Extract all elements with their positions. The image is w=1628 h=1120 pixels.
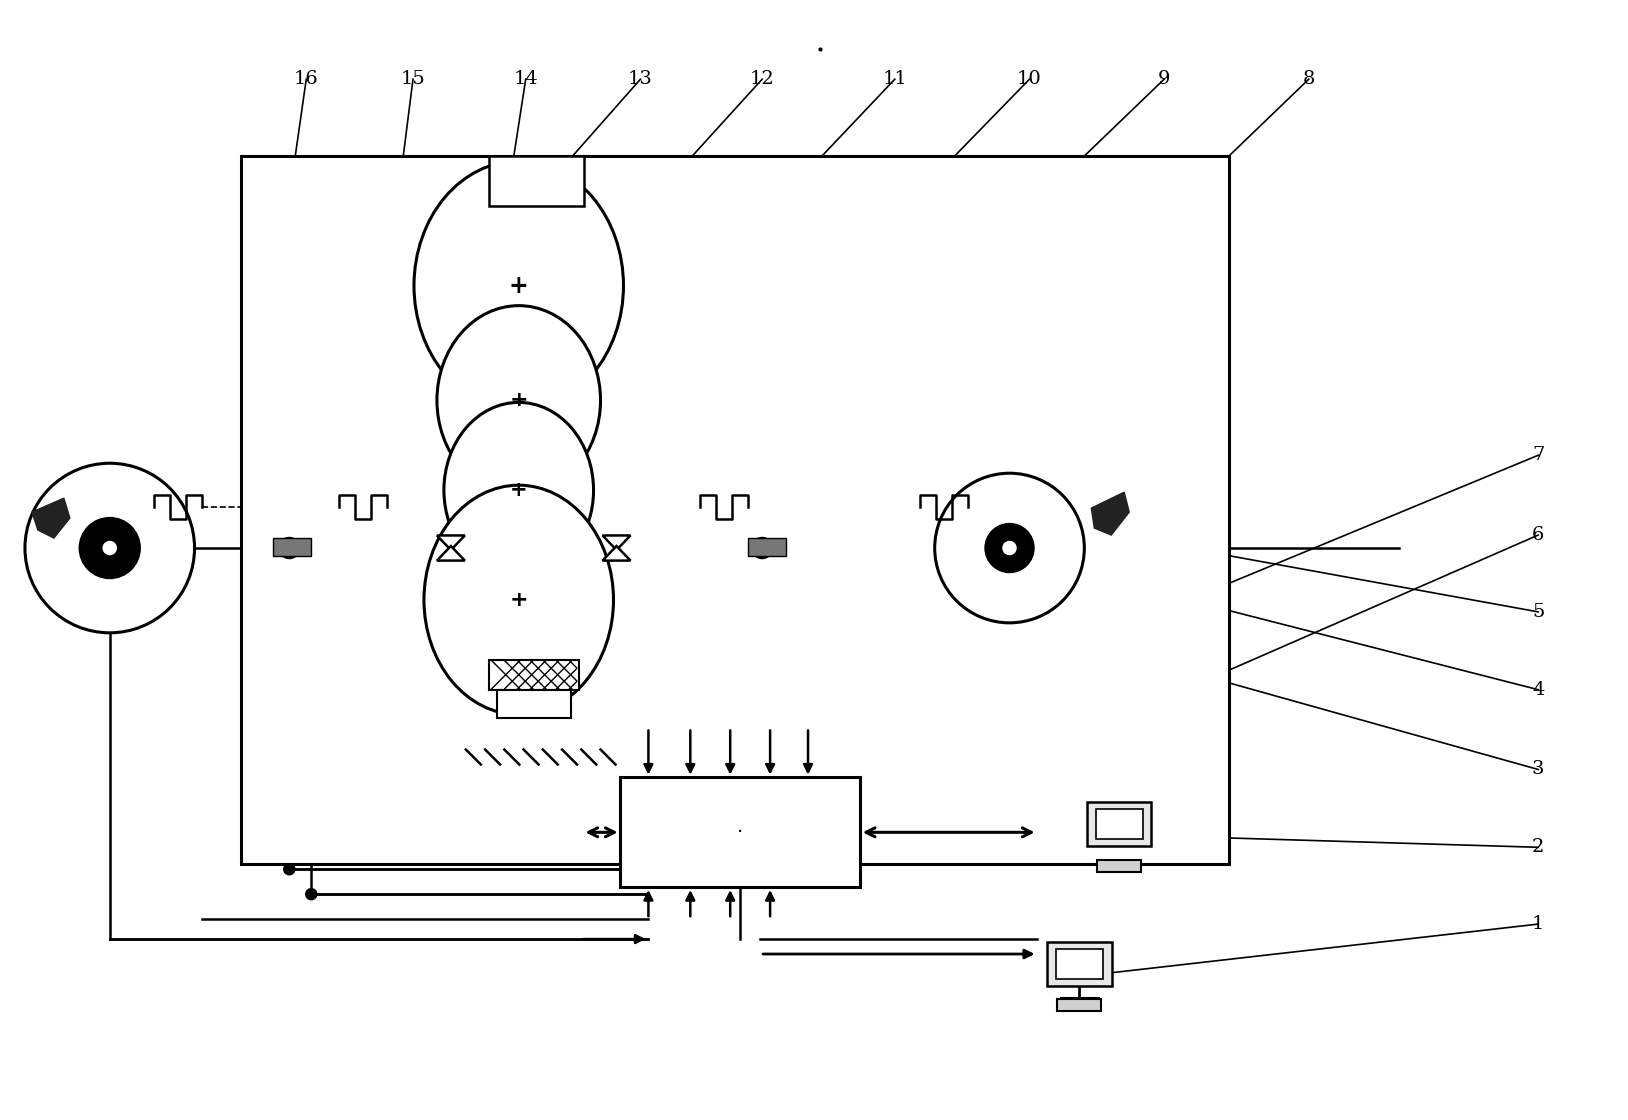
Circle shape <box>306 889 316 899</box>
Polygon shape <box>602 547 630 561</box>
Bar <box>241 156 1229 865</box>
Text: 6: 6 <box>1532 526 1545 544</box>
Circle shape <box>80 519 140 578</box>
Bar <box>1055 949 1104 979</box>
Text: 2: 2 <box>1532 838 1545 857</box>
Circle shape <box>285 865 295 875</box>
Polygon shape <box>602 535 630 550</box>
Text: 1: 1 <box>1532 915 1545 933</box>
Text: 4: 4 <box>1532 681 1545 699</box>
Circle shape <box>104 542 116 554</box>
Text: 9: 9 <box>1158 71 1171 88</box>
Text: 11: 11 <box>882 71 907 88</box>
Text: 15: 15 <box>400 71 425 88</box>
Circle shape <box>752 538 772 558</box>
Text: +: + <box>510 391 527 410</box>
Circle shape <box>985 524 1034 572</box>
Text: 7: 7 <box>1532 446 1545 465</box>
Circle shape <box>24 464 194 633</box>
Bar <box>488 660 578 690</box>
Ellipse shape <box>423 485 614 715</box>
Ellipse shape <box>414 161 624 410</box>
Text: +: + <box>510 590 527 610</box>
Bar <box>1047 942 1112 986</box>
Text: 10: 10 <box>1018 71 1042 88</box>
Bar <box>1096 809 1143 839</box>
Text: +: + <box>510 273 529 298</box>
Ellipse shape <box>436 306 601 495</box>
Bar <box>1097 860 1141 871</box>
Ellipse shape <box>444 402 594 578</box>
Bar <box>620 777 860 887</box>
Bar <box>488 156 583 206</box>
Text: 12: 12 <box>751 71 775 88</box>
Circle shape <box>280 538 300 558</box>
Polygon shape <box>436 547 466 561</box>
Bar <box>749 538 786 556</box>
Polygon shape <box>436 535 466 550</box>
Text: 3: 3 <box>1532 760 1545 778</box>
Text: 16: 16 <box>295 71 319 88</box>
Text: ·: · <box>737 823 744 842</box>
Bar <box>497 690 570 718</box>
Circle shape <box>1003 542 1016 554</box>
Polygon shape <box>33 498 70 538</box>
Text: +: + <box>510 480 527 501</box>
Text: 14: 14 <box>513 71 539 88</box>
Bar <box>1088 802 1151 847</box>
Text: 13: 13 <box>628 71 653 88</box>
Text: 8: 8 <box>1302 71 1315 88</box>
Bar <box>1057 999 1102 1011</box>
Text: 5: 5 <box>1532 603 1545 620</box>
Circle shape <box>934 474 1084 623</box>
Polygon shape <box>1091 492 1130 535</box>
Bar <box>274 538 311 556</box>
